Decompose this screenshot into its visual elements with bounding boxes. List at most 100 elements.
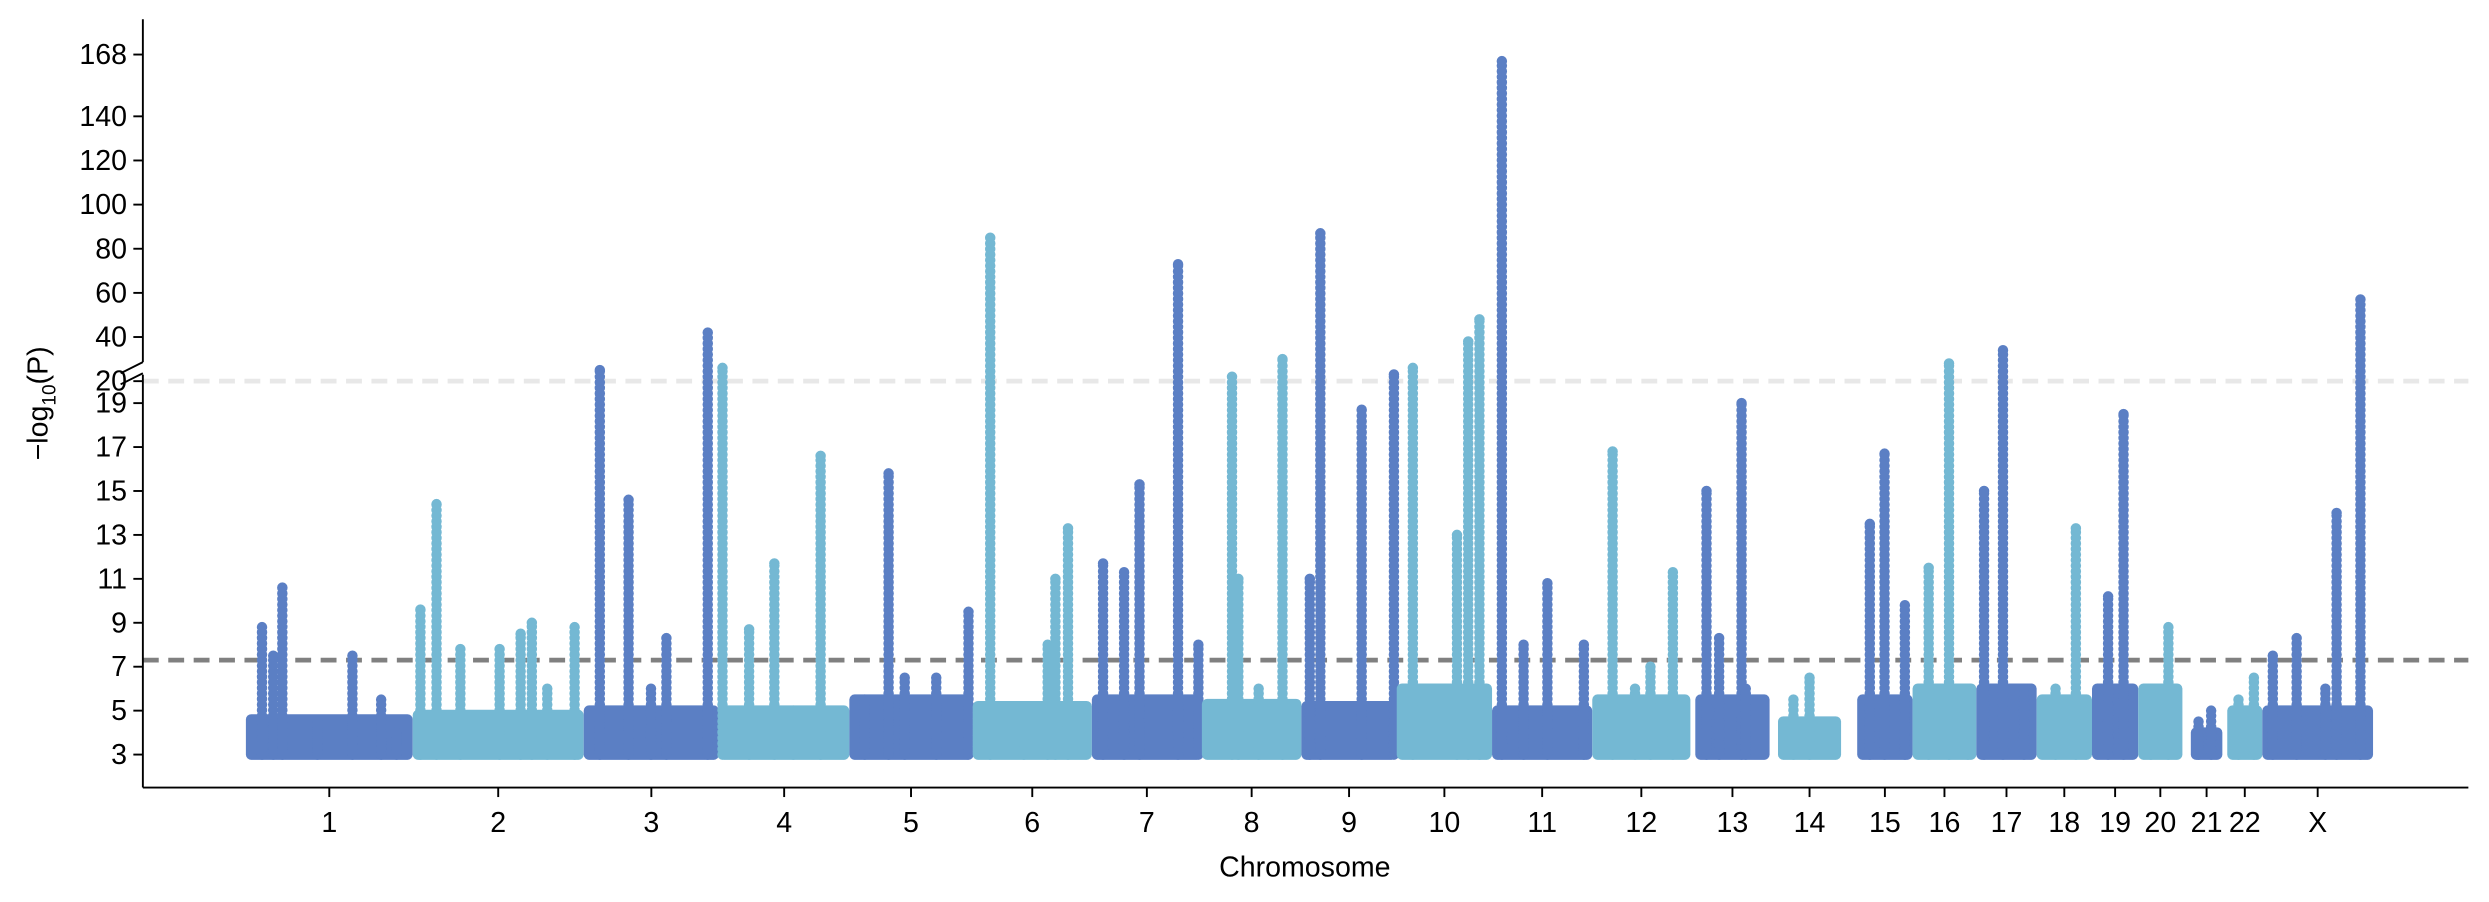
- x-axis-label: Chromosome: [1219, 851, 1390, 883]
- x-tick-label: 15: [1869, 807, 1901, 839]
- peak-points: [2118, 408, 2129, 760]
- y-tick-label: 80: [95, 233, 127, 265]
- peak-points: [267, 650, 279, 760]
- peak-points: [1496, 55, 1508, 760]
- x-tick-label: 16: [1929, 807, 1961, 839]
- peak-points: [1356, 404, 1367, 760]
- x-tick-label: 22: [2229, 807, 2261, 839]
- peak-points: [623, 494, 634, 760]
- peak-points: [375, 694, 387, 760]
- x-tick-label: 19: [2099, 807, 2131, 839]
- x-tick-label: 5: [903, 807, 919, 839]
- y-tick-label: 19: [95, 388, 127, 420]
- peak-points: [312, 716, 323, 760]
- peak-points: [1304, 573, 1316, 760]
- peak-points: [2070, 523, 2082, 760]
- peak-points: [1388, 369, 1400, 760]
- y-tick-label: 7: [111, 651, 127, 683]
- y-tick-label: 120: [79, 145, 127, 177]
- x-tick-label: 8: [1244, 807, 1260, 839]
- peak-points: [1607, 446, 1618, 760]
- y-label-part: −log: [23, 406, 55, 461]
- y-tick-label: 140: [79, 101, 127, 133]
- peak-points: [1943, 358, 1955, 760]
- y-tick-label: 60: [95, 277, 127, 309]
- background-points: [972, 701, 1092, 760]
- peak-points: [1864, 518, 1876, 760]
- peak-points: [1978, 485, 1990, 760]
- peak-points: [391, 727, 402, 760]
- peak-points: [1407, 362, 1419, 760]
- y-tick-label: 3: [111, 739, 127, 771]
- x-tick-label: 4: [776, 807, 792, 839]
- peak-points: [415, 604, 426, 760]
- peak-points: [2018, 683, 2030, 760]
- peak-points: [1629, 683, 1641, 760]
- peak-points: [899, 672, 910, 760]
- peak-points: [1193, 639, 1204, 760]
- x-tick-label: 9: [1341, 807, 1357, 839]
- peak-points: [661, 632, 672, 760]
- peak-points: [2320, 683, 2331, 760]
- y-tick-label: 40: [95, 322, 127, 354]
- peak-points: [702, 327, 714, 760]
- background-points: [1201, 698, 1302, 760]
- background-points: [2091, 683, 2139, 760]
- x-tick-label: 6: [1024, 807, 1040, 839]
- peak-points: [645, 683, 657, 760]
- peak-points: [2331, 507, 2342, 760]
- peak-points: [931, 672, 942, 760]
- background-points: [849, 694, 973, 760]
- y-tick-label: 15: [95, 476, 127, 508]
- peak-points: [1134, 479, 1145, 760]
- x-tick-label: 7: [1139, 807, 1155, 839]
- y-tick-label: 17: [95, 432, 127, 464]
- peak-points: [1118, 567, 1130, 760]
- peak-points: [2291, 632, 2302, 760]
- peak-points: [594, 364, 606, 760]
- peak-points: [2267, 650, 2279, 760]
- y-tick-label: 9: [111, 607, 127, 639]
- peak-points: [542, 683, 553, 760]
- x-tick-label: X: [2308, 807, 2327, 839]
- background-points: [245, 714, 413, 760]
- x-tick-label: 10: [1428, 807, 1460, 839]
- peak-points: [1462, 336, 1474, 760]
- peak-points: [883, 468, 894, 760]
- x-tick-label: 14: [1794, 807, 1826, 839]
- y-tick-label: 20: [95, 366, 127, 398]
- peak-points: [984, 232, 996, 760]
- peak-points: [1899, 599, 1911, 760]
- peak-points: [1050, 573, 1061, 760]
- x-tick-label: 20: [2144, 807, 2176, 839]
- background-points: [1492, 705, 1593, 760]
- peak-points: [1233, 573, 1244, 760]
- peak-points: [1645, 661, 1656, 760]
- peak-points: [277, 582, 288, 760]
- x-tick-label: 3: [643, 807, 659, 839]
- peak-points: [815, 450, 826, 760]
- peak-points: [256, 621, 268, 760]
- background-points: [1091, 694, 1202, 760]
- peak-points: [1736, 397, 1747, 760]
- peak-points: [1277, 353, 1288, 760]
- peak-points: [494, 643, 505, 760]
- y-tick-label: 168: [79, 39, 127, 71]
- y-tick-label: 13: [95, 519, 127, 551]
- peak-points: [1578, 639, 1590, 760]
- peak-points: [1315, 228, 1326, 760]
- x-tick-label: 18: [2048, 807, 2080, 839]
- x-tick-label: 2: [490, 807, 506, 839]
- peak-points: [859, 694, 871, 760]
- axis-break: [120, 361, 144, 386]
- peak-points: [1172, 258, 1184, 760]
- peak-points: [2163, 621, 2174, 760]
- peak-points: [1474, 314, 1485, 760]
- x-tick-label: 12: [1625, 807, 1657, 839]
- y-label-part: (P): [23, 346, 55, 384]
- peak-points: [743, 624, 755, 760]
- x-tick-label: 13: [1717, 807, 1749, 839]
- peak-points: [2248, 672, 2260, 760]
- peak-points: [2355, 294, 2366, 760]
